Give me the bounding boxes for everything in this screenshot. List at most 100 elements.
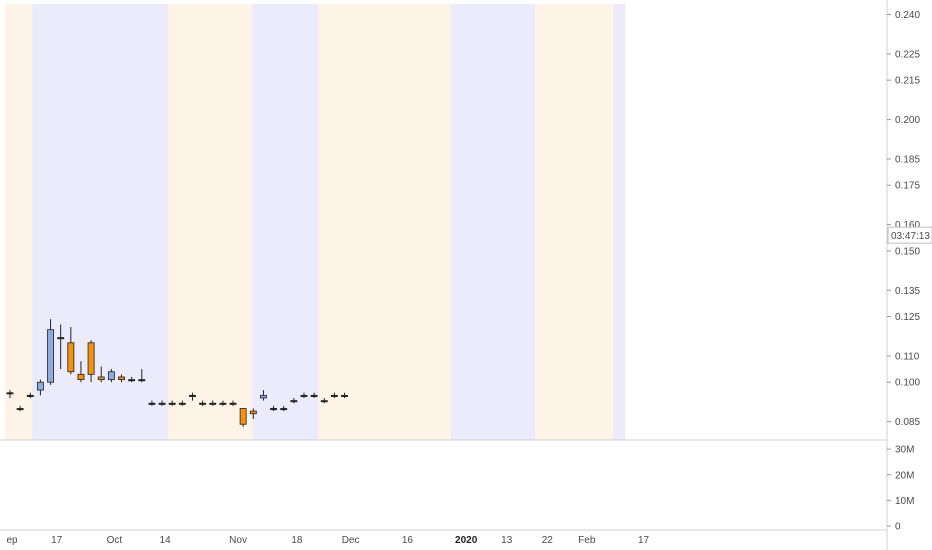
candle <box>330 392 338 398</box>
time-tick-label: 13 <box>501 535 513 546</box>
candle <box>270 405 278 412</box>
time-tick-label: Nov <box>229 535 247 546</box>
candle-body <box>6 392 14 395</box>
price-tick-label: 0.085 <box>895 417 920 428</box>
candle <box>87 340 95 383</box>
candle-body <box>47 329 54 383</box>
candle-body <box>280 408 288 411</box>
candle <box>199 400 207 406</box>
time-tick-label: 17 <box>51 535 63 546</box>
volume-tick-label: 20M <box>895 470 914 481</box>
price-tick-label: 0.160 <box>895 220 920 231</box>
candle-body <box>330 394 338 397</box>
price-tick-label: 0.150 <box>895 246 920 257</box>
candle-body <box>87 342 95 375</box>
volume-tick-label: 30M <box>895 445 914 456</box>
band-7 <box>613 4 626 440</box>
candle-body <box>138 379 146 382</box>
candles <box>6 319 348 427</box>
candle-body <box>341 394 348 397</box>
candle-body <box>270 408 278 411</box>
candle-body <box>57 337 65 340</box>
session-bands <box>4 4 626 440</box>
countdown-label: 03:47:13 <box>891 231 930 242</box>
candle <box>300 392 308 398</box>
candle <box>168 400 176 406</box>
candle <box>26 392 34 398</box>
candle <box>229 400 237 406</box>
candle <box>280 405 288 412</box>
candle-body <box>148 402 156 405</box>
time-tick-label: Oct <box>107 535 123 546</box>
candle-body <box>249 410 257 415</box>
volume-tick-label: 0 <box>895 522 901 533</box>
candle-body <box>16 408 24 411</box>
candle-body <box>199 402 207 405</box>
time-tick-label: 16 <box>402 535 414 546</box>
candle <box>47 319 54 385</box>
candle-body <box>168 402 176 405</box>
band-6 <box>535 4 614 440</box>
price-tick-label: 0.110 <box>895 351 920 362</box>
candle <box>219 400 227 406</box>
candle-body <box>77 373 85 380</box>
band-0 <box>4 4 33 440</box>
candle <box>57 324 65 370</box>
time-tick-label: 18 <box>291 535 303 546</box>
candle <box>158 400 166 406</box>
candle-body <box>97 376 105 380</box>
candle <box>209 400 217 406</box>
candle-body <box>209 402 217 405</box>
candle <box>97 366 105 383</box>
candle-body <box>67 342 75 373</box>
candle-body <box>178 402 186 405</box>
candle <box>107 369 115 383</box>
candle <box>118 374 125 383</box>
price-tick-label: 0.135 <box>895 286 920 297</box>
candle <box>249 408 257 419</box>
candle <box>138 369 146 383</box>
candle-body <box>310 394 318 397</box>
candle-body <box>320 400 328 403</box>
time-tick-label: 17 <box>638 535 650 546</box>
volume-tick-label: 10M <box>895 496 914 507</box>
countdown-box <box>887 226 932 244</box>
candle <box>16 405 24 412</box>
band-5 <box>450 4 536 440</box>
band-2 <box>168 4 253 440</box>
candle <box>239 408 247 427</box>
band-4 <box>318 4 451 440</box>
candle-body <box>158 402 166 405</box>
time-tick-label: Feb <box>578 535 596 546</box>
band-1 <box>32 4 169 440</box>
band-3 <box>252 4 319 440</box>
price-tick-label: 0.200 <box>895 115 920 126</box>
candle-body <box>189 394 196 397</box>
candle <box>128 376 136 383</box>
candle <box>148 400 156 406</box>
candle <box>341 392 348 398</box>
candle-body <box>300 394 308 397</box>
price-tick-label: 0.225 <box>895 49 920 60</box>
candle-body <box>128 379 136 382</box>
candle-body <box>219 402 227 405</box>
time-tick-label: 2020 <box>455 535 478 546</box>
candle <box>320 397 328 404</box>
candle <box>77 361 85 383</box>
price-tick-label: 0.185 <box>895 154 920 165</box>
time-tick-label: 14 <box>160 535 172 546</box>
candle <box>290 397 298 404</box>
candle <box>36 379 44 396</box>
candle <box>189 392 196 401</box>
candle-body <box>290 400 298 403</box>
candle <box>6 390 14 398</box>
time-tick-label: Dec <box>342 535 360 546</box>
price-tick-label: 0.240 <box>895 10 920 21</box>
price-tick-label: 0.175 <box>895 181 920 192</box>
time-tick-label: 22 <box>542 535 554 546</box>
candle <box>310 392 318 398</box>
candle-body <box>26 394 34 397</box>
candle-body <box>229 402 237 405</box>
